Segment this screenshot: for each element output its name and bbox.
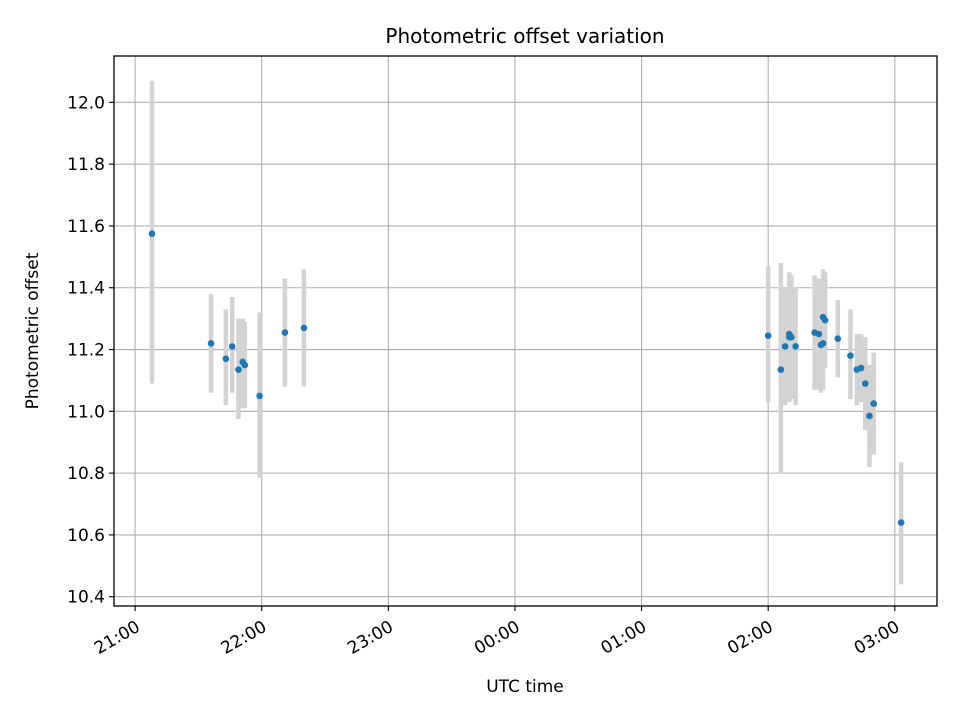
y-tick-label: 11.4 — [67, 279, 105, 299]
data-point — [847, 352, 854, 360]
data-point — [857, 364, 865, 372]
data-point — [792, 343, 799, 350]
data-point — [256, 392, 263, 400]
x-axis-label: UTC time — [486, 677, 564, 697]
data-point — [897, 519, 905, 526]
data-point — [819, 340, 827, 347]
y-tick-label: 11.0 — [67, 402, 105, 422]
y-tick-label: 11.6 — [67, 217, 105, 237]
y-tick-layer: 10.4 10.6 10.8 11.0 11.2 11.4 11.6 11.8 12.0 — [67, 93, 114, 608]
data-point — [866, 412, 873, 420]
data-point — [788, 333, 795, 341]
y-tick-label: 10.4 — [67, 588, 105, 608]
data-point — [235, 366, 242, 373]
data-point — [148, 230, 156, 237]
grid-layer — [114, 56, 937, 606]
y-tick-label: 10.8 — [67, 464, 105, 484]
plot-area-frame — [113, 55, 938, 607]
data-point — [781, 343, 789, 350]
data-point — [241, 361, 249, 369]
point-layer — [148, 230, 905, 526]
y-tick-label: 11.8 — [67, 155, 105, 175]
y-tick-label: 10.6 — [67, 526, 105, 546]
data-point — [834, 335, 842, 343]
y-tick-label: 11.2 — [67, 341, 105, 361]
data-point — [764, 332, 772, 339]
data-point — [300, 324, 308, 332]
data-point — [281, 329, 289, 336]
data-point — [222, 355, 230, 363]
data-point — [228, 343, 236, 350]
y-tick-label: 12.0 — [67, 93, 105, 113]
data-point — [870, 400, 877, 407]
data-point — [777, 366, 785, 373]
data-point — [815, 330, 823, 338]
data-point — [821, 316, 829, 324]
chart-title: Photometric offset variation — [385, 24, 664, 48]
data-point — [861, 380, 869, 387]
data-point — [207, 340, 215, 347]
y-axis-label: Photometric offset — [23, 252, 43, 409]
plot-area-background — [114, 56, 937, 606]
